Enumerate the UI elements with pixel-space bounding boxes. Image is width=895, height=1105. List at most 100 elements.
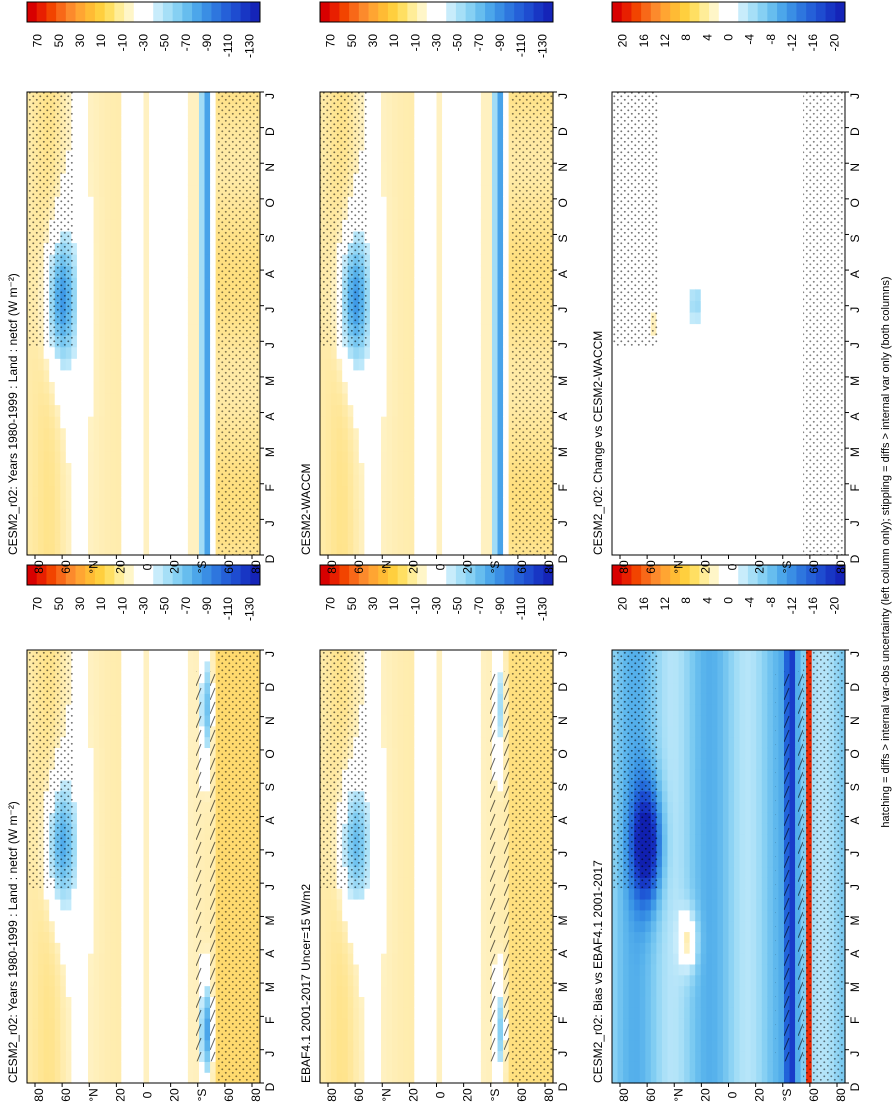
heatmap-cell	[99, 1039, 106, 1052]
heatmap-cell	[82, 404, 89, 417]
heatmap-cell	[99, 844, 106, 857]
heatmap-cell	[71, 497, 78, 510]
heatmap-cell	[336, 996, 343, 1008]
heatmap-cell	[425, 823, 432, 835]
heatmap-cell	[82, 898, 89, 911]
heatmap-cell	[149, 855, 156, 868]
colorbar-frame	[26, 1, 261, 23]
heatmap-cell	[143, 462, 150, 475]
heatmap-cell	[93, 196, 100, 209]
heatmap-cell	[49, 953, 56, 965]
heatmap-cell	[43, 1061, 50, 1073]
heatmap-cell	[419, 704, 427, 716]
heatmap-cell	[143, 427, 150, 440]
heatmap-cell	[149, 1018, 156, 1030]
heatmap-cell	[447, 693, 454, 705]
heatmap-cell	[65, 531, 72, 545]
heatmap-cell	[126, 126, 134, 139]
heatmap-cell	[38, 427, 45, 440]
heatmap-cell	[38, 1028, 45, 1041]
heatmap-cell	[182, 747, 189, 759]
heatmap-cell	[475, 1018, 482, 1030]
heatmap-cell	[375, 1072, 382, 1084]
heatmap-cell	[160, 416, 167, 429]
heatmap-cell	[204, 300, 211, 313]
heatmap-cell	[204, 485, 211, 498]
heatmap-cell	[132, 520, 139, 533]
heatmap-cell	[132, 381, 139, 394]
heatmap-cell	[93, 1072, 100, 1084]
heatmap-cell	[210, 196, 217, 209]
heatmap-cell	[198, 650, 206, 662]
heatmap-cell	[447, 942, 454, 954]
heatmap-cell	[464, 844, 471, 857]
heatmap-cell	[143, 392, 150, 406]
heatmap-cell	[71, 758, 78, 770]
heatmap-cell	[49, 898, 56, 911]
heatmap-cell	[104, 196, 111, 209]
heatmap-cell	[132, 682, 139, 694]
heatmap-cell	[88, 834, 95, 846]
heatmap-cell	[93, 485, 100, 498]
heatmap-cell	[381, 834, 388, 846]
heatmap-cell	[43, 508, 50, 521]
heatmap-cell	[71, 931, 78, 943]
heatmap-cell	[458, 758, 465, 770]
heatmap-cell	[210, 242, 217, 255]
heatmap-cell	[458, 920, 465, 933]
heatmap-cell	[210, 497, 217, 510]
heatmap-cell	[497, 1072, 504, 1084]
heatmap-cell	[121, 660, 128, 673]
heatmap-cell	[76, 520, 84, 533]
heatmap-cell	[204, 358, 211, 371]
heatmap-cell	[160, 92, 167, 105]
heatmap-cell	[176, 985, 183, 997]
heatmap-cell	[132, 747, 139, 759]
colorbar-label: 30	[73, 34, 87, 48]
heatmap-cell	[76, 855, 84, 868]
heatmap-cell	[143, 714, 150, 727]
heatmap-cell	[475, 801, 482, 813]
heatmap-cell	[82, 543, 89, 556]
heatmap-cell	[115, 508, 122, 521]
heatmap-cell	[121, 866, 128, 878]
heatmap-cell	[115, 462, 122, 475]
heatmap-cell	[447, 758, 454, 770]
heatmap-cell	[198, 277, 206, 290]
heatmap-cell	[149, 462, 156, 475]
heatmap-cell	[126, 909, 134, 922]
heatmap-cell	[464, 790, 471, 803]
heatmap-cell	[154, 138, 161, 151]
heatmap-cell	[137, 381, 145, 394]
heatmap-cell	[436, 823, 443, 835]
heatmap-cell	[176, 126, 183, 139]
heatmap-cell	[453, 779, 460, 792]
heatmap-cell	[386, 866, 393, 878]
heatmap-cell	[375, 1018, 382, 1030]
heatmap-cell	[121, 439, 128, 452]
month-tick-label: F	[263, 484, 277, 491]
colorbar-swatch	[27, 2, 38, 22]
lat-tick-label: 60	[222, 560, 236, 574]
heatmap-cell	[143, 138, 150, 151]
heatmap-cell	[165, 392, 172, 406]
heatmap-cell	[369, 747, 377, 759]
heatmap-cell	[88, 462, 95, 475]
heatmap-cell	[115, 196, 122, 209]
heatmap-cell	[165, 138, 172, 151]
heatmap-cell	[204, 1061, 211, 1073]
heatmap-cell	[436, 1072, 443, 1084]
heatmap-cell	[65, 543, 72, 556]
heatmap-cell	[82, 725, 89, 738]
heatmap-cell	[408, 866, 415, 878]
heatmap-cell	[386, 682, 393, 694]
heatmap-cell	[193, 531, 200, 545]
heatmap-cell	[464, 714, 471, 727]
heatmap-cell	[27, 1039, 34, 1052]
heatmap-cell	[126, 427, 134, 440]
heatmap-cell	[115, 855, 122, 868]
heatmap-cell	[99, 953, 106, 965]
heatmap-cell	[137, 823, 145, 835]
heatmap-cell	[88, 693, 95, 705]
lat-tick-label: °N	[86, 1088, 100, 1101]
